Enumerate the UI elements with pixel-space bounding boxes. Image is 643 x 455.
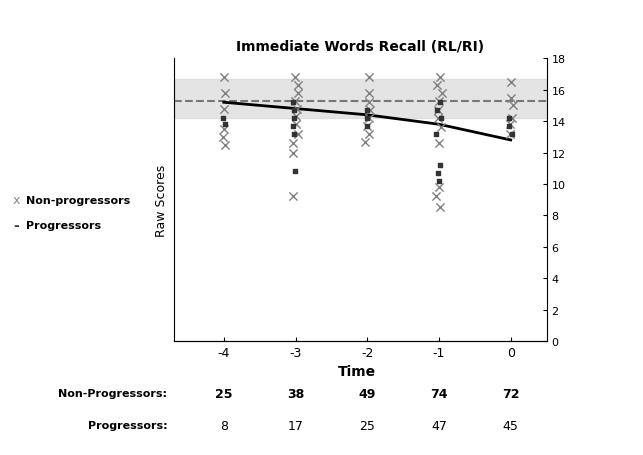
Point — [288, 150, 298, 157]
Point — [507, 131, 518, 138]
Bar — [174, 80, 547, 119]
Point — [437, 90, 447, 97]
Point — [435, 204, 445, 212]
Point — [506, 79, 516, 86]
Point — [293, 131, 303, 138]
Text: Non-progressors: Non-progressors — [26, 195, 130, 205]
Point — [291, 113, 301, 121]
Point — [364, 74, 374, 81]
Point — [293, 90, 303, 97]
Point — [508, 102, 518, 110]
Point — [219, 142, 230, 149]
Text: 45: 45 — [503, 419, 519, 432]
Point — [365, 107, 375, 115]
Point — [435, 74, 445, 81]
Point — [360, 139, 370, 146]
Text: 74: 74 — [430, 387, 448, 400]
Point — [364, 90, 374, 97]
Point — [290, 98, 300, 105]
Point — [289, 107, 300, 115]
Point — [287, 193, 298, 201]
Point — [218, 115, 228, 122]
Point — [220, 90, 230, 97]
Point — [364, 115, 374, 122]
Point — [291, 121, 301, 129]
Point — [433, 115, 443, 122]
Point — [434, 184, 444, 191]
Point — [292, 106, 302, 113]
Point — [220, 121, 230, 129]
Text: 8: 8 — [220, 419, 228, 432]
Point — [288, 123, 298, 130]
Point — [219, 74, 230, 81]
Point — [219, 106, 230, 113]
Point — [432, 107, 442, 115]
Point — [505, 131, 516, 138]
Point — [289, 131, 299, 138]
Point — [433, 170, 444, 177]
Point — [505, 121, 515, 129]
Point — [503, 115, 514, 122]
Text: 49: 49 — [359, 387, 376, 400]
Point — [289, 168, 300, 176]
Point — [290, 74, 300, 81]
Text: x: x — [12, 194, 20, 207]
Title: Immediate Words Recall (RL/RI): Immediate Words Recall (RL/RI) — [236, 40, 484, 54]
Point — [506, 95, 516, 102]
Text: 17: 17 — [287, 419, 303, 432]
Point — [363, 115, 373, 122]
Text: -: - — [14, 218, 19, 232]
Point — [218, 134, 228, 141]
Point — [504, 123, 514, 130]
Point — [288, 115, 298, 122]
Point — [434, 98, 444, 105]
Point — [219, 126, 229, 133]
Text: Progressors:: Progressors: — [87, 420, 167, 430]
Text: 38: 38 — [287, 387, 304, 400]
Point — [293, 82, 303, 90]
Point — [436, 115, 446, 122]
Text: 72: 72 — [502, 387, 520, 400]
Point — [433, 140, 444, 147]
Point — [435, 162, 445, 169]
Text: Time: Time — [338, 364, 376, 379]
Text: 25: 25 — [359, 419, 375, 432]
Point — [287, 99, 298, 106]
Point — [361, 123, 372, 130]
Point — [433, 107, 444, 115]
Text: Non-Progressors:: Non-Progressors: — [58, 389, 167, 399]
Point — [435, 99, 445, 106]
Point — [364, 131, 374, 138]
Text: Progressors: Progressors — [26, 220, 101, 230]
Point — [361, 107, 372, 115]
Point — [431, 193, 441, 201]
Text: 25: 25 — [215, 387, 233, 400]
Y-axis label: Raw Scores: Raw Scores — [155, 164, 168, 236]
Point — [288, 140, 298, 147]
Point — [362, 123, 372, 130]
Point — [435, 125, 446, 132]
Point — [364, 99, 374, 106]
Text: 47: 47 — [431, 419, 447, 432]
Point — [507, 115, 517, 122]
Point — [434, 178, 444, 185]
Point — [432, 82, 442, 90]
Point — [431, 131, 441, 138]
